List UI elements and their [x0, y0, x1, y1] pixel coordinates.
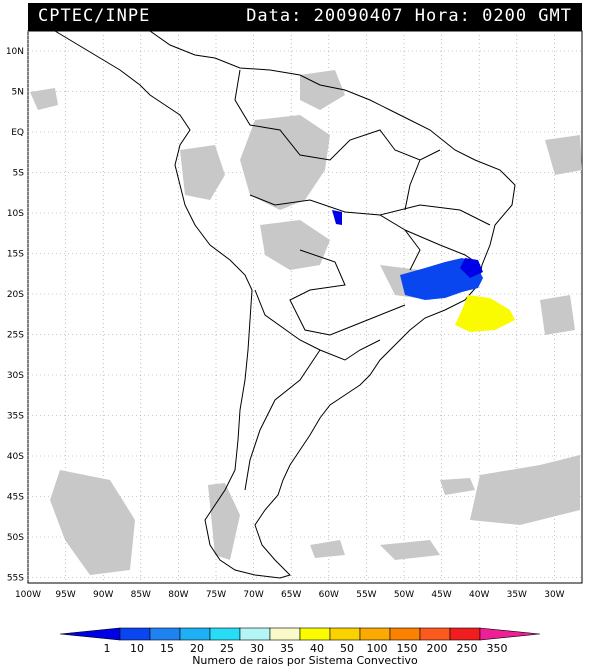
- lon-label: 30W: [544, 590, 564, 600]
- lon-label: 85W: [131, 590, 151, 600]
- colorbar-tick-label: 100: [367, 642, 388, 655]
- lon-label: 80W: [168, 590, 188, 600]
- source-label: CPTEC/INPE: [38, 6, 151, 26]
- colorbar-tick-label: 1: [104, 642, 111, 655]
- convective-systems: [332, 210, 515, 332]
- header-bar: CPTEC/INPE Data: 20090407 Hora: 0200 GMT: [28, 3, 582, 31]
- lat-label: 50S: [7, 533, 24, 543]
- colorbar-swatch: [389, 627, 421, 641]
- system-40-50: [455, 295, 515, 332]
- colorbar-swatch: [359, 627, 391, 641]
- datetime-label: Data: 20090407 Hora: 0200 GMT: [246, 6, 572, 26]
- colorbar-swatch: [449, 627, 481, 641]
- lat-label: 20S: [7, 290, 24, 300]
- lon-label: 40W: [469, 590, 489, 600]
- colorbar-swatch: [119, 627, 151, 641]
- lat-label: 15S: [7, 250, 24, 260]
- lat-label: 5N: [12, 88, 24, 98]
- lat-label: 30S: [7, 371, 24, 381]
- lon-label: 100W: [15, 590, 41, 600]
- system-small-blue: [332, 210, 342, 225]
- colorbar-swatch: [299, 627, 331, 641]
- colorbar-tick-label: 10: [130, 642, 144, 655]
- colorbar-swatch: [209, 627, 241, 641]
- system-1-10: [460, 258, 483, 278]
- lon-label: 50W: [394, 590, 414, 600]
- colorbar-tick-label: 200: [427, 642, 448, 655]
- lat-label: 55S: [7, 574, 24, 584]
- colorbar-tick-label: 30: [250, 642, 264, 655]
- lon-label: 55W: [356, 590, 376, 600]
- lon-label: 35W: [507, 590, 527, 600]
- lat-label: 45S: [7, 493, 24, 503]
- colorbar-swatch: [269, 627, 301, 641]
- colorbar-swatch: [479, 627, 541, 641]
- lat-label: 25S: [7, 331, 24, 341]
- colorbar-swatch: [239, 627, 271, 641]
- coastlines: [54, 30, 516, 579]
- colorbar-tick-label: 15: [160, 642, 174, 655]
- lon-label: 75W: [206, 590, 226, 600]
- colorbar-tick-label: 20: [190, 642, 204, 655]
- cloud-cover: [30, 70, 582, 575]
- lat-label: EQ: [11, 128, 24, 138]
- colorbar-tick-label: 150: [397, 642, 418, 655]
- colorbar-tick-label: 50: [340, 642, 354, 655]
- latitude-labels: 10N 5N EQ 5S 10S 15S 20S 25S 30S 35S 40S 45S 50S 55S: [6, 47, 24, 584]
- lon-label: 70W: [243, 590, 263, 600]
- lon-label: 45W: [431, 590, 451, 600]
- lon-label: 65W: [281, 590, 301, 600]
- lon-label: 60W: [319, 590, 339, 600]
- longitude-labels: 100W 95W 90W 85W 80W 75W 70W 65W 60W 55W 50W 45W 40W…: [15, 590, 565, 600]
- colorbar: 1 10 15 20 25 30 35 40 50 100 150 200 250 350: [59, 627, 541, 655]
- lat-label: 10S: [7, 209, 24, 219]
- colorbar-tick-label: 35: [280, 642, 294, 655]
- lat-label: 40S: [7, 452, 24, 462]
- colorbar-swatch: [59, 627, 121, 641]
- colorbar-title: Numero de raios por Sistema Convectivo: [192, 654, 418, 667]
- colorbar-tick-label: 250: [457, 642, 478, 655]
- lon-label: 90W: [93, 590, 113, 600]
- lat-label: 35S: [7, 412, 24, 422]
- lon-label: 95W: [55, 590, 75, 600]
- colorbar-swatch: [419, 627, 451, 641]
- lat-label: 5S: [13, 169, 25, 179]
- colorbar-swatch: [329, 627, 361, 641]
- lat-label: 10N: [6, 47, 24, 57]
- colorbar-tick-label: 40: [310, 642, 324, 655]
- colorbar-swatch: [179, 627, 211, 641]
- colorbar-tick-label: 25: [220, 642, 234, 655]
- colorbar-tick-label: 350: [487, 642, 508, 655]
- colorbar-swatch: [149, 627, 181, 641]
